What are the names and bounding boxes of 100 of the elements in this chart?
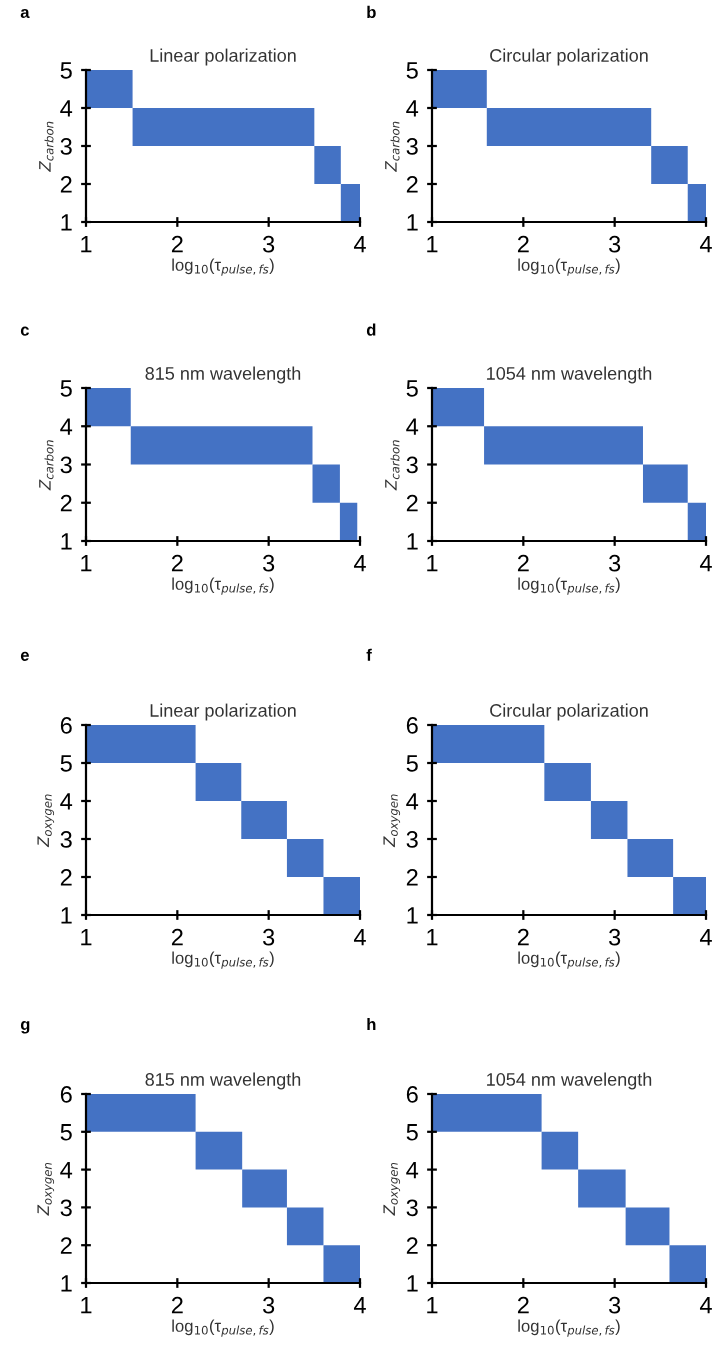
y-tick-label: 2 <box>406 176 418 193</box>
x-tick-label: 1 <box>427 929 438 946</box>
y-tick-label: 1 <box>407 907 418 924</box>
bar <box>687 184 706 222</box>
y-axis-title: Z$_{oxygen}$ <box>383 1162 401 1216</box>
bar <box>195 763 242 801</box>
y-tick-label: 2 <box>406 1237 418 1254</box>
y-tick-label: 3 <box>406 456 418 474</box>
x-tick-label: 3 <box>263 235 275 253</box>
y-tick-label: 4 <box>406 793 419 810</box>
text: b <box>367 5 376 19</box>
x-tick-label: 1 <box>81 1297 92 1314</box>
y-tick-label: 5 <box>406 755 418 772</box>
y-tick-label: 4 <box>60 793 73 810</box>
x-tick-label: 3 <box>609 235 621 253</box>
bar <box>432 725 545 763</box>
text: g <box>20 1021 30 1034</box>
chart-title: Circular polarization <box>490 703 648 721</box>
y-tick-label: 3 <box>406 138 418 155</box>
x-tick-label: 3 <box>263 554 275 572</box>
y-axis-title: Z$_{carbon}$ <box>39 121 54 172</box>
x-tick-label: 4 <box>699 555 712 572</box>
x-tick-label: 2 <box>171 1296 183 1314</box>
y-tick-label: 2 <box>60 494 72 512</box>
y-tick-label: 2 <box>60 176 72 193</box>
y-tick-label: 1 <box>407 533 418 550</box>
y-axis-title: Z$_{oxygen}$ <box>37 794 55 848</box>
text: f <box>366 648 372 661</box>
chart-title: 1054 nm wavelength <box>487 1072 652 1090</box>
y-axis-title: Z$_{carbon}$ <box>385 440 400 491</box>
y-tick-label: 5 <box>60 62 72 79</box>
x-axis-title: log$_{10}$(τ$_{pulse,fs}$) <box>172 258 274 276</box>
x-tick-label: 1 <box>427 1297 438 1314</box>
y-tick-label: 5 <box>60 755 72 772</box>
x-tick-label: 1 <box>81 929 92 946</box>
bar <box>242 1169 287 1208</box>
x-axis-title: log$_{10}$(τ$_{pulse,fs}$) <box>172 1319 274 1337</box>
bar <box>578 1169 626 1208</box>
bar <box>339 502 358 541</box>
bar <box>484 426 643 465</box>
bar <box>323 1245 360 1283</box>
bar <box>432 1094 542 1132</box>
bar <box>673 877 706 915</box>
y-tick-label: 2 <box>406 869 418 886</box>
y-tick-label: 5 <box>406 380 418 397</box>
x-tick-label: 1 <box>81 555 92 572</box>
y-tick-label: 6 <box>60 717 72 734</box>
y-tick-label: 1 <box>61 214 72 231</box>
y-tick-label: 6 <box>60 1086 72 1103</box>
y-tick-label: 5 <box>60 380 72 397</box>
x-axis-title: log$_{10}$(τ$_{pulse,fs}$) <box>172 951 274 969</box>
bar <box>642 464 688 503</box>
bar <box>286 1207 324 1246</box>
x-tick-label: 4 <box>353 1297 366 1314</box>
x-axis-title: log$_{10}$(τ$_{pulse,fs}$) <box>518 951 620 969</box>
bar <box>132 108 315 146</box>
bar <box>86 70 133 108</box>
y-axis-title: Z$_{carbon}$ <box>39 440 54 491</box>
y-tick-label: 1 <box>61 1275 72 1292</box>
text: a <box>20 8 30 19</box>
x-tick-label: 4 <box>353 555 366 572</box>
x-tick-label: 2 <box>517 928 529 946</box>
bar <box>590 801 628 839</box>
y-tick-label: 4 <box>60 418 73 435</box>
text: e <box>20 651 29 661</box>
x-tick-label: 1 <box>427 555 438 572</box>
chart-title: Circular polarization <box>490 48 648 66</box>
x-tick-label: 4 <box>699 929 712 946</box>
y-tick-label: 4 <box>60 1161 73 1179</box>
bar <box>432 70 487 108</box>
x-axis-title: log$_{10}$(τ$_{pulse,fs}$) <box>172 577 274 595</box>
y-tick-label: 6 <box>406 1086 418 1103</box>
x-tick-label: 2 <box>517 554 529 572</box>
y-tick-label: 5 <box>406 62 418 79</box>
y-tick-label: 2 <box>60 1237 72 1254</box>
y-tick-label: 3 <box>406 831 418 848</box>
y-axis-title: Z$_{oxygen}$ <box>383 794 401 848</box>
y-tick-label: 2 <box>406 494 418 512</box>
x-tick-label: 4 <box>353 236 366 253</box>
x-tick-label: 3 <box>609 1296 621 1314</box>
bar <box>241 801 287 839</box>
y-tick-label: 2 <box>60 869 72 886</box>
y-tick-label: 4 <box>406 100 419 117</box>
y-tick-label: 6 <box>406 717 418 734</box>
x-tick-label: 2 <box>171 235 183 253</box>
y-tick-label: 1 <box>61 907 72 924</box>
bar <box>312 464 340 503</box>
y-tick-label: 1 <box>407 1275 418 1292</box>
y-tick-label: 1 <box>407 214 418 231</box>
bar <box>651 146 688 184</box>
bar <box>86 1094 196 1132</box>
y-tick-label: 3 <box>406 1199 418 1217</box>
x-axis-title: log$_{10}$(τ$_{pulse,fs}$) <box>518 577 620 595</box>
bar <box>669 1245 706 1283</box>
bar <box>286 839 324 877</box>
text: d <box>366 323 376 336</box>
bar <box>130 426 313 465</box>
bar <box>627 839 674 877</box>
x-axis-title: log$_{10}$(τ$_{pulse,fs}$) <box>518 1319 620 1337</box>
x-tick-label: 3 <box>263 928 275 946</box>
